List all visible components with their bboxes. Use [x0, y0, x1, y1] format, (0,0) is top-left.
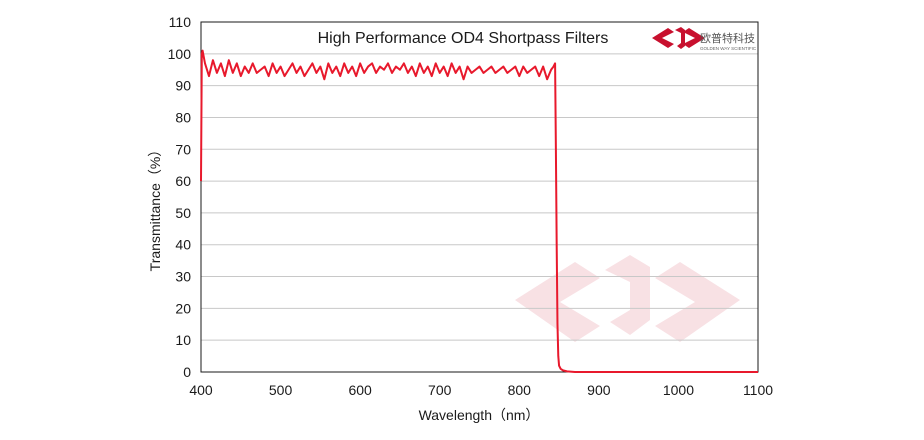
y-tick-label: 10 [175, 332, 191, 348]
grid-lines [201, 53, 758, 341]
logo-mark-icon [652, 28, 674, 48]
x-tick-label: 400 [189, 382, 213, 398]
y-tick-label: 80 [175, 109, 191, 125]
x-tick-label: 1000 [663, 382, 694, 398]
y-tick-label: 30 [175, 269, 191, 285]
y-axis-title: Transmittance（%） [147, 143, 163, 272]
chart-title: High Performance OD4 Shortpass Filters [318, 30, 609, 47]
logo-mark-right-icon [683, 28, 705, 48]
logo-mark-center-icon [675, 27, 685, 49]
y-tick-label: 0 [183, 364, 191, 380]
x-tick-label: 600 [348, 382, 372, 398]
y-tick-label: 100 [168, 46, 192, 62]
logo-english-text: GOLDEN WAY SCIENTIFIC [700, 46, 757, 51]
y-axis-ticks: 0 10 20 30 40 50 60 70 80 90 100 110 [168, 14, 192, 380]
x-axis-title: Wavelength（nm） [419, 407, 540, 423]
logo-chinese-text: 欧普特科技 [700, 31, 755, 45]
x-tick-label: 800 [508, 382, 532, 398]
x-tick-label: 900 [587, 382, 611, 398]
y-tick-label: 20 [175, 300, 191, 316]
x-tick-label: 700 [428, 382, 452, 398]
y-tick-label: 40 [175, 237, 191, 253]
y-tick-label: 70 [175, 141, 191, 157]
x-tick-label: 500 [269, 382, 293, 398]
y-tick-label: 90 [175, 78, 191, 94]
y-tick-label: 110 [169, 14, 192, 30]
series-group [200, 49, 758, 373]
y-tick-label: 50 [175, 205, 191, 221]
x-axis-ticks: 400 500 600 700 800 900 1000 1100 [189, 382, 773, 398]
x-tick-label: 1100 [743, 382, 773, 398]
series-line-0 [200, 49, 758, 373]
plot-frame [200, 21, 759, 373]
watermark-logo [515, 255, 740, 342]
brand-logo: 欧普特科技 GOLDEN WAY SCIENTIFIC [652, 27, 757, 51]
y-tick-label: 60 [175, 173, 191, 189]
